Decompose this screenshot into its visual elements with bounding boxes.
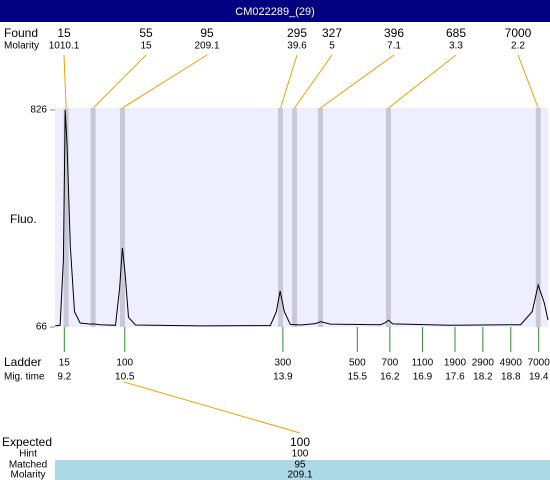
found-size: 396: [384, 26, 404, 40]
ladder-label: Ladder: [4, 355, 41, 369]
found-link: [294, 54, 333, 109]
window-title: CM022289_(29): [235, 6, 315, 18]
ladder-size: 2900: [472, 358, 495, 369]
peak-band: [385, 108, 391, 327]
match-label: Hint: [19, 449, 37, 460]
migtime-label: Mig. time: [4, 372, 45, 383]
ladder-time: 16.2: [380, 372, 400, 383]
match-label: Matched: [9, 460, 47, 471]
match-value: 95: [294, 460, 306, 471]
ladder-size: 700: [382, 358, 399, 369]
molarity-label: Molarity: [4, 41, 39, 52]
match-value: 209.1: [287, 470, 312, 480]
ladder-time: 10.5: [115, 372, 135, 383]
found-molarity: 3.3: [449, 41, 463, 52]
match-label: Molarity: [10, 470, 45, 480]
found-size: 7000: [505, 26, 532, 40]
found-molarity: 2.2: [511, 41, 525, 52]
found-link: [63, 54, 67, 109]
expected-link: [123, 381, 301, 434]
found-molarity: 15: [140, 41, 152, 52]
found-size: 95: [200, 26, 214, 40]
plot-area: [55, 108, 548, 327]
match-value: 100: [292, 449, 309, 460]
ladder-time: 16.9: [413, 372, 433, 383]
ladder-time: 17.6: [445, 372, 465, 383]
found-size: 15: [57, 26, 71, 40]
peak-band: [63, 108, 69, 327]
found-molarity: 209.1: [194, 41, 219, 52]
ladder-size: 1100: [412, 358, 434, 369]
found-size: 685: [446, 26, 466, 40]
ladder-time: 13.9: [273, 372, 293, 383]
ladder-time: 15.5: [348, 372, 368, 383]
title-bar: [0, 0, 550, 22]
ladder-time: 19.4: [529, 372, 549, 383]
found-link: [388, 54, 457, 109]
trace: [55, 109, 549, 327]
match-value: 100: [290, 435, 310, 449]
ladder-size: 7000: [528, 358, 550, 369]
ladder-size: 500: [349, 358, 366, 369]
found-label: Found: [4, 26, 38, 40]
y-axis-label: Fluo.: [10, 212, 37, 226]
match-label: Expected: [2, 435, 52, 449]
found-size: 327: [322, 26, 342, 40]
ladder-time: 18.2: [473, 372, 493, 383]
peak-band: [119, 108, 125, 327]
found-molarity: 7.1: [387, 41, 401, 52]
ladder-size: 100: [116, 358, 133, 369]
y-tick-label: 826: [30, 105, 47, 116]
found-link: [92, 54, 147, 109]
ladder-size: 15: [59, 358, 71, 369]
y-tick-label: 66: [36, 322, 48, 333]
ladder-size: 1900: [444, 358, 467, 369]
matched-band: [55, 460, 550, 480]
ladder-size: 300: [275, 358, 292, 369]
found-link: [517, 54, 539, 109]
ladder-time: 9.2: [57, 372, 71, 383]
found-molarity: 39.6: [287, 41, 307, 52]
peak-band: [278, 108, 284, 327]
peak-band: [318, 108, 324, 327]
found-size: 295: [287, 26, 307, 40]
found-molarity: 1010.1: [49, 41, 80, 52]
found-link: [280, 54, 298, 109]
found-molarity: 5: [329, 41, 335, 52]
found-link: [122, 54, 208, 109]
peak-band: [535, 108, 541, 327]
ladder-time: 18.8: [501, 372, 521, 383]
ladder-size: 4900: [500, 358, 523, 369]
peak-band: [292, 108, 298, 327]
found-link: [320, 54, 395, 109]
found-size: 55: [139, 26, 153, 40]
peak-band: [90, 108, 96, 327]
